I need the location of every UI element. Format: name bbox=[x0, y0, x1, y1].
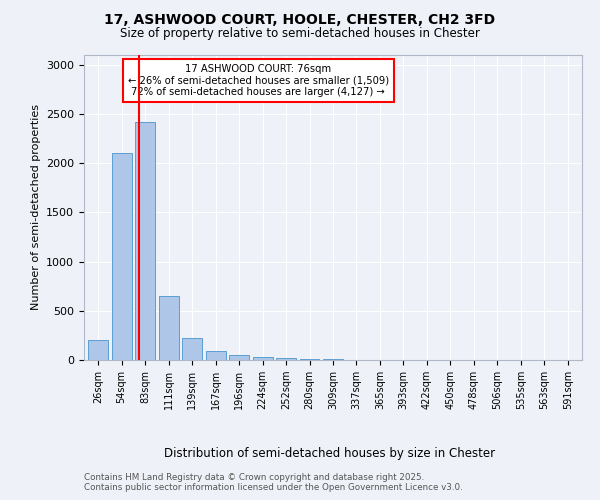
Text: 17 ASHWOOD COURT: 76sqm
← 26% of semi-detached houses are smaller (1,509)
72% of: 17 ASHWOOD COURT: 76sqm ← 26% of semi-de… bbox=[128, 64, 389, 98]
Bar bbox=[276, 358, 296, 360]
Bar bbox=[253, 356, 272, 360]
Bar bbox=[158, 296, 179, 360]
Text: 17, ASHWOOD COURT, HOOLE, CHESTER, CH2 3FD: 17, ASHWOOD COURT, HOOLE, CHESTER, CH2 3… bbox=[104, 12, 496, 26]
Text: Distribution of semi-detached houses by size in Chester: Distribution of semi-detached houses by … bbox=[164, 448, 496, 460]
Bar bbox=[299, 358, 319, 360]
Bar bbox=[112, 154, 131, 360]
Bar bbox=[88, 340, 108, 360]
Text: Contains public sector information licensed under the Open Government Licence v3: Contains public sector information licen… bbox=[84, 482, 463, 492]
Bar bbox=[135, 122, 155, 360]
Bar bbox=[206, 351, 226, 360]
Bar bbox=[229, 355, 249, 360]
Bar bbox=[323, 359, 343, 360]
Y-axis label: Number of semi-detached properties: Number of semi-detached properties bbox=[31, 104, 41, 310]
Bar bbox=[182, 338, 202, 360]
Text: Size of property relative to semi-detached houses in Chester: Size of property relative to semi-detach… bbox=[120, 28, 480, 40]
Text: Contains HM Land Registry data © Crown copyright and database right 2025.: Contains HM Land Registry data © Crown c… bbox=[84, 472, 424, 482]
